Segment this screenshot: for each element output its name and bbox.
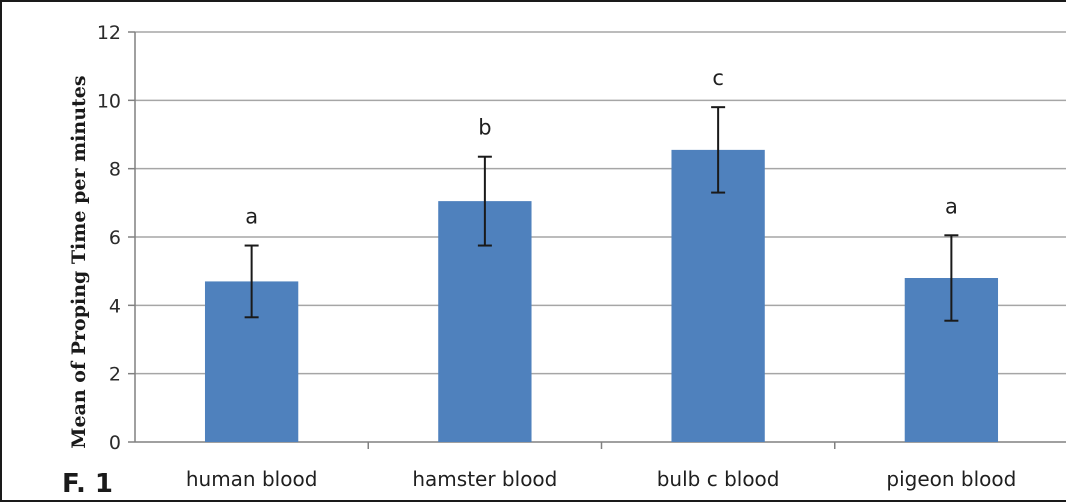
significance-letter: a [945,194,958,218]
y-tick-label: 10 [97,90,121,112]
x-category-label: bulb c blood [657,467,780,491]
significance-letters: a b c a [245,66,958,228]
error-bar [944,234,959,322]
y-tick-label: 2 [109,364,121,386]
y-tick-label: 12 [97,22,121,44]
x-category-label: hamster blood [412,467,557,491]
bar [671,149,765,442]
y-tick-label: 8 [109,159,121,181]
bars [204,149,999,442]
significance-letter: a [245,205,258,229]
error-bar [711,106,726,194]
error-bar [477,155,492,247]
significance-letter: b [478,116,491,140]
x-category-label: human blood [186,467,318,491]
y-tick-label: 4 [109,295,121,317]
x-category-labels: human blood hamster blood bulb c blood pige… [186,442,1016,491]
error-bars [244,106,959,322]
y-tick-label: 6 [109,227,121,249]
error-bar [244,244,259,319]
figure-label: F. 1 [62,469,113,499]
x-category-label: pigeon blood [886,467,1016,491]
y-tick-labels: 0 2 4 6 8 10 12 [97,22,135,454]
y-axis-label: Mean of Proping Time per minutes [68,75,90,448]
significance-letter: c [712,66,724,90]
y-tick-label: 0 [109,432,121,454]
